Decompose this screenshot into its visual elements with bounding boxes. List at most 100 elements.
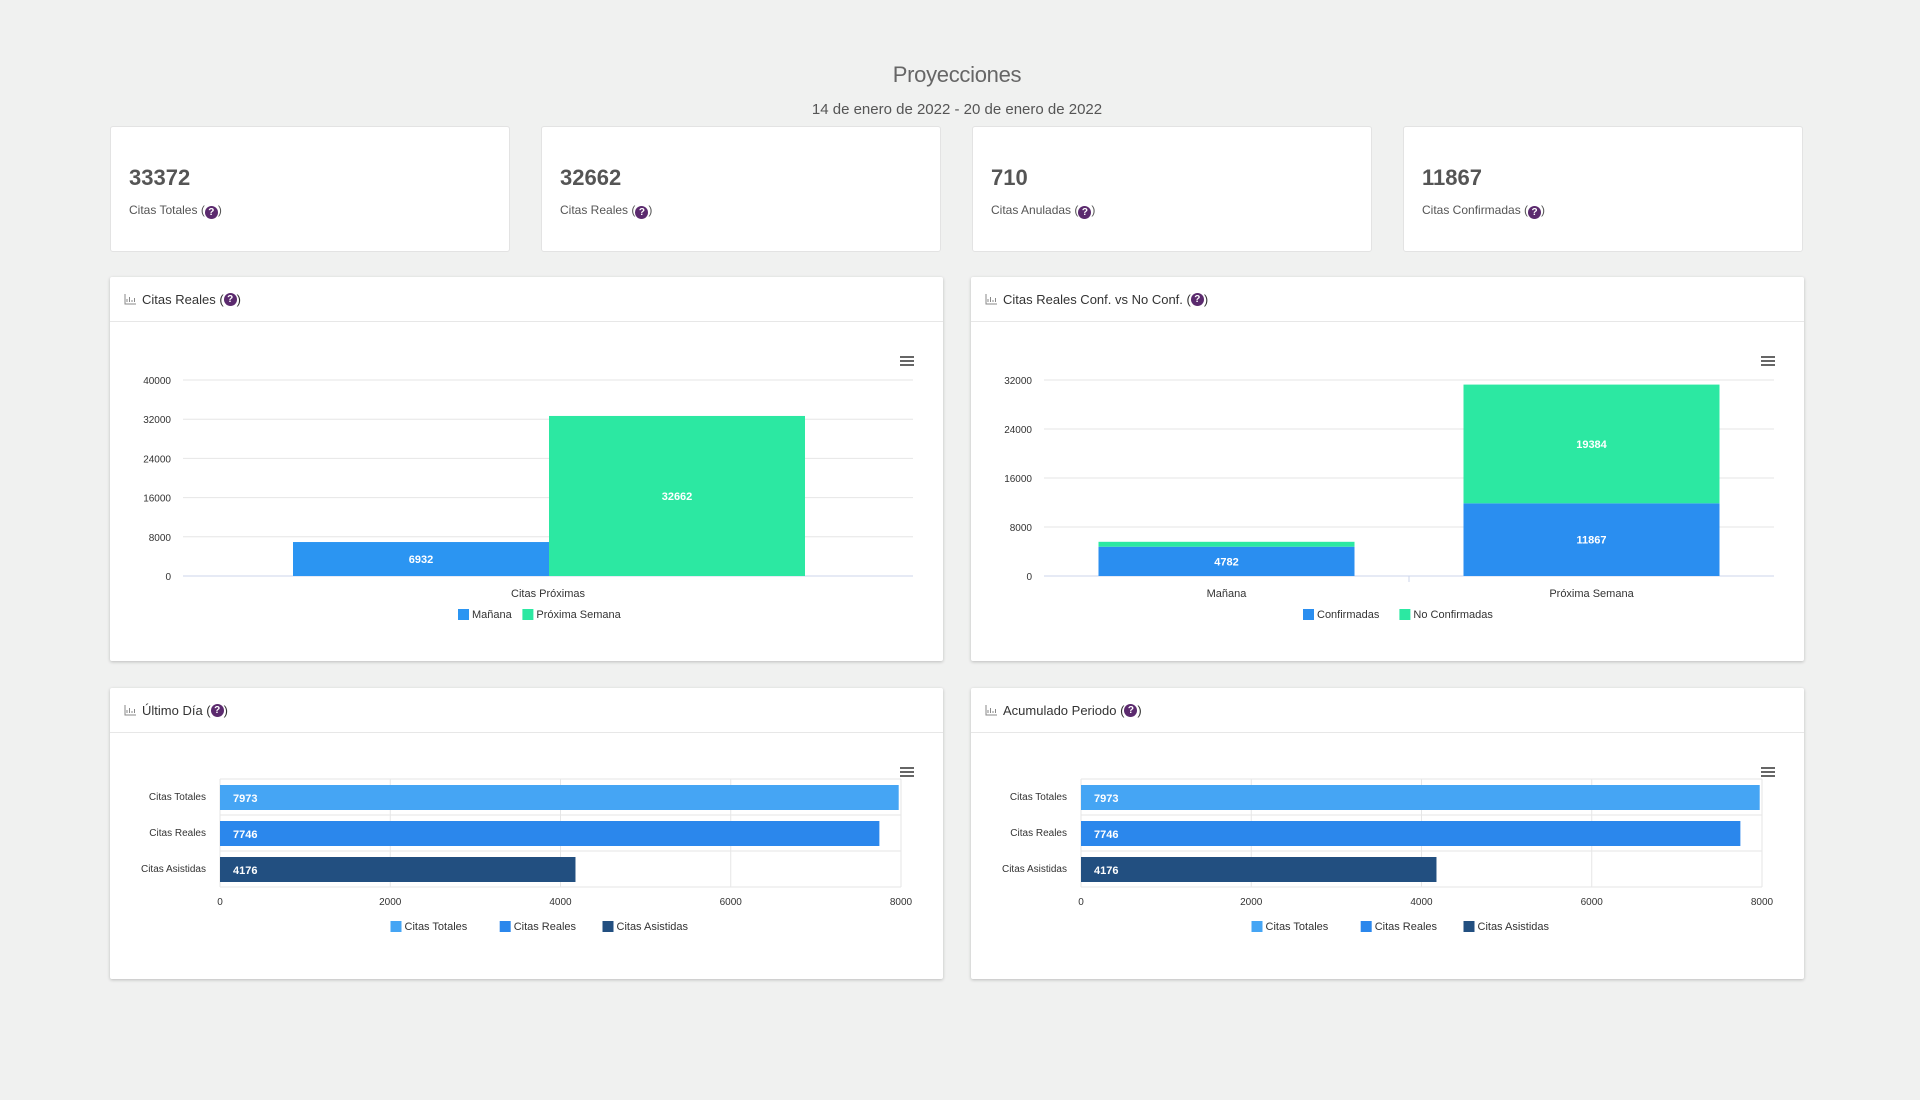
data-label: 6932 — [409, 554, 433, 566]
menu-line — [900, 771, 914, 773]
x-category-label: Citas Próximas — [511, 588, 585, 600]
y-tick-label: 0 — [1026, 572, 1032, 583]
help-icon[interactable]: ? — [210, 703, 224, 717]
x-tick-label: 0 — [217, 897, 223, 908]
x-tick-label: 6000 — [1581, 897, 1604, 908]
menu-line — [900, 360, 914, 362]
menu-line — [1761, 356, 1775, 358]
line-chart-icon — [124, 704, 137, 716]
y-tick-label: 0 — [165, 572, 171, 583]
help-icon[interactable]: ? — [223, 292, 237, 306]
legend-label: Citas Asistidas — [617, 921, 689, 933]
x-tick-label: 8000 — [890, 897, 913, 908]
data-label: 32662 — [662, 491, 693, 503]
legend-swatch — [390, 921, 402, 932]
legend-label: Confirmadas — [1317, 609, 1380, 621]
help-icon[interactable]: ? — [635, 206, 649, 219]
page-title: Proyecciones — [892, 62, 1022, 87]
bar — [293, 542, 549, 576]
kpi-label-text: Citas Confirmadas — [1422, 203, 1521, 217]
y-tick-label: 40000 — [143, 376, 171, 387]
bar-segment — [1098, 546, 1355, 576]
kpi-card-citas-reales: 32662 Citas Reales (?) — [541, 126, 941, 252]
panel-conf-vs-noconf: Citas Reales Conf. vs No Conf. (?) 0 8000… — [971, 277, 1804, 661]
panel-title: Citas Reales — [142, 291, 216, 307]
x-tick-label: 0 — [1078, 897, 1084, 908]
bar — [220, 785, 899, 810]
kpi-value: 32662 — [560, 165, 622, 190]
chart-conf-vs-noconf: 0 8000 16000 24000 32000 4782 Mañana 11867 19384… — [1004, 356, 1775, 621]
y-category-label: Citas Reales — [149, 828, 206, 839]
legend-swatch — [1251, 921, 1263, 932]
menu-line — [1761, 771, 1775, 773]
help-icon[interactable]: ? — [1124, 703, 1138, 717]
kpi-label-text: Citas Anuladas — [991, 203, 1072, 217]
kpi-card-citas-anuladas: 710 Citas Anuladas (?) — [972, 126, 1372, 252]
date-range: 14 de enero de 2022 - 20 de enero de 202… — [811, 101, 1103, 118]
y-tick-label: 8000 — [1010, 523, 1033, 534]
x-tick-label: 8000 — [1751, 897, 1774, 908]
legend-label: Citas Reales — [514, 921, 577, 933]
bar — [1081, 857, 1437, 882]
legend-label: Citas Totales — [1266, 921, 1329, 933]
menu-line — [900, 364, 914, 366]
data-label: 11867 — [1577, 535, 1607, 547]
kpi-label: Citas Confirmadas (?) — [1422, 203, 1546, 219]
legend-swatch — [458, 609, 469, 620]
kpi-label-text: Citas Totales — [129, 203, 198, 217]
chart-ultimo-dia: 0 2000 4000 6000 8000 7973 Citas Totales 7746 Ci… — [141, 767, 914, 933]
menu-line — [900, 356, 914, 358]
line-chart-icon — [985, 293, 998, 305]
data-label: 7746 — [233, 829, 257, 841]
bar — [220, 857, 576, 882]
panel-header: Citas Reales Conf. vs No Conf. (?) — [971, 277, 1804, 322]
x-category-label: Mañana — [1207, 588, 1248, 600]
x-tick-label: 4000 — [549, 897, 572, 908]
x-tick-label: 4000 — [1410, 897, 1433, 908]
kpi-value: 11867 — [1422, 165, 1482, 190]
menu-line — [1761, 360, 1775, 362]
legend-swatch — [522, 609, 534, 620]
y-tick-label: 24000 — [1004, 425, 1032, 436]
legend-label: Citas Totales — [405, 921, 468, 933]
kpi-card-citas-confirmadas: 11867 Citas Confirmadas (?) — [1403, 126, 1803, 252]
chart-citas-reales: 0 8000 16000 24000 32000 40000 6932 32662 Citas … — [143, 356, 914, 621]
bar — [1081, 821, 1741, 846]
hamburger-menu-icon[interactable] — [900, 767, 914, 777]
legend-swatch — [1463, 921, 1475, 932]
legend-label: Citas Asistidas — [1478, 921, 1550, 933]
legend-label: Mañana — [472, 609, 513, 621]
y-tick-label: 8000 — [149, 533, 172, 544]
kpi-label: Citas Totales (?) — [129, 203, 222, 219]
hamburger-menu-icon[interactable] — [900, 356, 914, 366]
line-chart-icon — [985, 704, 998, 716]
panel-title: Acumulado Periodo — [1003, 702, 1117, 718]
y-category-label: Citas Asistidas — [1002, 864, 1067, 875]
hamburger-menu-icon[interactable] — [1761, 767, 1775, 777]
y-category-label: Citas Reales — [1010, 828, 1067, 839]
legend-label: Citas Reales — [1375, 921, 1438, 933]
help-icon[interactable]: ? — [1078, 206, 1092, 219]
kpi-label: Citas Anuladas (?) — [991, 203, 1096, 219]
help-icon[interactable]: ? — [204, 206, 218, 219]
menu-line — [1761, 364, 1775, 366]
menu-line — [900, 775, 914, 777]
legend-swatch — [1360, 921, 1372, 932]
data-label: 7973 — [1094, 793, 1118, 805]
x-tick-label: 2000 — [1240, 897, 1263, 908]
data-label: 4782 — [1214, 556, 1238, 568]
menu-line — [1761, 775, 1775, 777]
panel-header: Último Día (?) — [110, 688, 943, 733]
y-tick-label: 16000 — [1004, 474, 1032, 485]
bar-segment — [1463, 503, 1720, 576]
legend-swatch — [602, 921, 614, 932]
bar-segment — [1098, 541, 1355, 547]
data-label: 4176 — [1094, 865, 1118, 877]
help-icon[interactable]: ? — [1190, 292, 1204, 306]
panel-header: Citas Reales (?) — [110, 277, 943, 322]
help-icon[interactable]: ? — [1528, 206, 1542, 219]
hamburger-menu-icon[interactable] — [1761, 356, 1775, 366]
y-tick-label: 32000 — [143, 415, 171, 426]
panel-header: Acumulado Periodo (?) — [971, 688, 1804, 733]
panel-ultimo-dia: Último Día (?) 0 2000 4000 6000 8000 7973 Cita… — [110, 688, 943, 979]
